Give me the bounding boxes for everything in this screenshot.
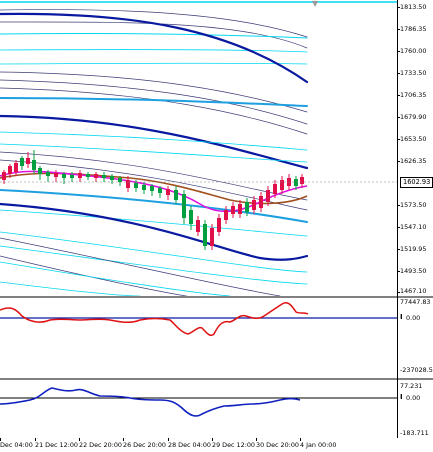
date-axis: Dec 04:00 21 Dec 12:00 22 Dec 20:00 26 D… — [0, 438, 397, 452]
osc2-bottom-label: -183.711 — [400, 429, 429, 437]
price-tick: 1679.90 — [400, 113, 427, 121]
date-tick: 26 Dec 20:00 — [123, 441, 166, 449]
band-light-9 — [0, 245, 308, 285]
osc1-zero-label: 0.00 — [406, 314, 421, 322]
price-tick: 1786.35 — [400, 25, 427, 33]
band-thin-9 — [0, 255, 189, 296]
price-tick: 1573.50 — [400, 201, 427, 209]
osc1-bottom-label: -237028.5 — [400, 366, 433, 374]
band-thin-4 — [0, 79, 308, 125]
band-light-5 — [0, 131, 308, 151]
price-axis: 1813.50 1786.35 1760.00 1733.50 1706.35 … — [397, 0, 433, 296]
price-tick: 1733.50 — [400, 69, 427, 77]
date-tick: 29 Dec 12:00 — [212, 441, 255, 449]
band-light-11 — [0, 281, 141, 296]
band-light-10 — [0, 261, 231, 296]
oscillator-1-pane[interactable]: 77447.83 I 0.00 -237028.5 — [0, 298, 433, 378]
chart-shift-arrow-icon[interactable]: ▼ — [312, 0, 319, 8]
band-thin-5 — [0, 87, 308, 135]
band-thin-7 — [0, 159, 308, 211]
oscillator-1-plot[interactable] — [0, 298, 397, 378]
band-mid-2 — [0, 189, 308, 223]
band-light-6 — [0, 143, 308, 163]
band-thin-2 — [0, 21, 308, 49]
date-tick: 22 Dec 20:00 — [79, 441, 122, 449]
price-tick: 1519.95 — [400, 245, 427, 253]
band-light-8 — [0, 231, 308, 273]
date-tick: 4 Jan 00:00 — [300, 441, 337, 449]
osc2-zero-marker: I — [400, 393, 403, 401]
pane-divider[interactable] — [0, 296, 433, 298]
osc1-zero-marker: I — [400, 313, 403, 321]
band-thin-3 — [0, 71, 308, 113]
pane-divider[interactable] — [0, 378, 433, 380]
band-mid-1 — [0, 97, 308, 107]
price-tick: 1547.10 — [400, 223, 427, 231]
band-light-2 — [0, 32, 308, 39]
band-thin-1 — [0, 9, 308, 38]
price-tick: 1493.50 — [400, 267, 427, 275]
price-tick: 1467.10 — [400, 287, 427, 295]
date-tick: 30 Dec 20:00 — [256, 441, 299, 449]
band-thin-6 — [0, 151, 308, 201]
band-heavy-3 — [0, 202, 309, 261]
band-heavy-2 — [0, 114, 309, 170]
price-axis-border — [397, 0, 398, 438]
band-light-7 — [0, 209, 308, 237]
price-pane[interactable]: 1813.50 1786.35 1760.00 1733.50 1706.35 … — [0, 0, 433, 296]
date-tick: 28 Dec 04:00 — [168, 441, 211, 449]
osc2-top-label: 77.231 — [400, 382, 423, 390]
osc2-zero-label: 0.00 — [406, 394, 421, 402]
osc2-line — [0, 387, 301, 417]
oscillator-2-plot[interactable] — [0, 380, 397, 438]
price-tick: 1626.35 — [400, 157, 427, 165]
price-plot[interactable] — [0, 0, 397, 296]
candles — [2, 150, 304, 250]
band-thin-8 — [0, 237, 281, 296]
band-light-4 — [0, 62, 308, 65]
osc1-line — [0, 301, 309, 337]
band-light-3 — [0, 49, 308, 53]
current-price-label: 1602.93 — [400, 177, 433, 188]
price-tick: 1760.00 — [400, 47, 427, 55]
price-tick: 1653.50 — [400, 135, 427, 143]
oscillator-2-pane[interactable]: 77.231 I 0.00 -183.711 — [0, 380, 433, 438]
date-tick: Dec 04:00 — [0, 441, 33, 449]
date-tick: 21 Dec 12:00 — [35, 441, 78, 449]
band-heavy-1 — [0, 12, 309, 84]
price-tick: 1813.50 — [400, 3, 427, 11]
osc1-top-label: 77447.83 — [400, 298, 431, 306]
price-tick: 1706.35 — [400, 91, 427, 99]
